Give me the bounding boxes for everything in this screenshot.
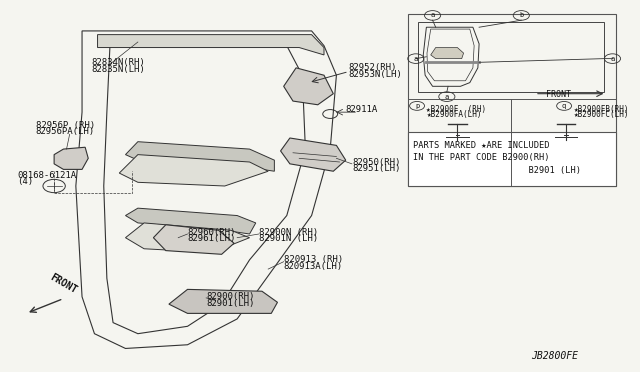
Text: 82901N (LH): 82901N (LH) — [259, 234, 318, 243]
Text: ★B2900FC(LH): ★B2900FC(LH) — [573, 110, 629, 119]
Text: 08168-6121A: 08168-6121A — [17, 171, 76, 180]
Polygon shape — [125, 223, 250, 253]
Text: a: a — [413, 56, 418, 62]
Text: 82952(RH): 82952(RH) — [349, 63, 397, 72]
Text: 82956P (RH): 82956P (RH) — [35, 121, 95, 129]
Polygon shape — [97, 35, 324, 55]
Text: PARTS MARKED ★ARE INCLUDED
IN THE PART CODE B2900(RH)
                      B290: PARTS MARKED ★ARE INCLUDED IN THE PART C… — [413, 141, 580, 175]
Text: FRONT: FRONT — [546, 90, 571, 99]
Polygon shape — [284, 68, 333, 105]
Text: 82950(RH): 82950(RH) — [352, 157, 400, 167]
Text: b: b — [519, 12, 524, 19]
Text: a: a — [431, 12, 435, 19]
Text: 82956PA(LH): 82956PA(LH) — [35, 127, 95, 136]
Text: FRONT: FRONT — [48, 272, 78, 295]
Text: 82834N(RH): 82834N(RH) — [92, 58, 145, 67]
Text: 82951(LH): 82951(LH) — [352, 164, 400, 173]
Text: 820913A(LH): 820913A(LH) — [284, 262, 343, 270]
Polygon shape — [280, 138, 346, 171]
Polygon shape — [169, 289, 278, 313]
FancyBboxPatch shape — [408, 132, 616, 186]
Text: ★B2900F  (RH): ★B2900F (RH) — [426, 105, 486, 114]
Text: ★B2900FB(RH): ★B2900FB(RH) — [573, 105, 629, 114]
Polygon shape — [119, 155, 268, 186]
Polygon shape — [154, 225, 234, 254]
Polygon shape — [431, 48, 463, 59]
Text: 82901(LH): 82901(LH) — [206, 299, 255, 308]
Text: ★B2900FA(LH): ★B2900FA(LH) — [426, 110, 482, 119]
Text: 82911A: 82911A — [346, 105, 378, 114]
Text: 82961(LH): 82961(LH) — [188, 234, 236, 243]
Polygon shape — [125, 142, 275, 171]
Text: (4): (4) — [17, 177, 33, 186]
Text: 82900N (RH): 82900N (RH) — [259, 228, 318, 237]
Text: 82835N(LH): 82835N(LH) — [92, 65, 145, 74]
Polygon shape — [54, 147, 88, 169]
Text: 82953N(LH): 82953N(LH) — [349, 70, 403, 78]
Circle shape — [450, 136, 465, 145]
Text: p: p — [415, 103, 419, 109]
Text: 82960(RH): 82960(RH) — [188, 228, 236, 237]
Text: q: q — [562, 103, 566, 109]
Text: 82900(RH): 82900(RH) — [206, 292, 255, 301]
Text: a: a — [445, 94, 449, 100]
Text: JB2800FE: JB2800FE — [531, 352, 579, 361]
Circle shape — [559, 136, 573, 145]
Text: 820913 (RH): 820913 (RH) — [284, 255, 343, 264]
Text: a: a — [611, 56, 614, 62]
Polygon shape — [125, 208, 256, 234]
